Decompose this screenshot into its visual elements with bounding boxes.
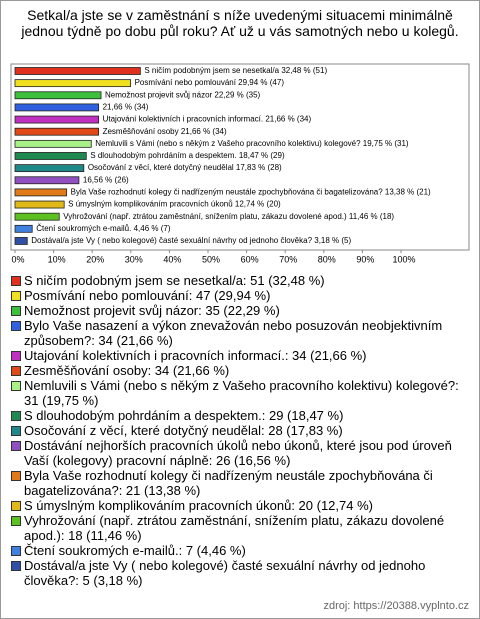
- bar: [14, 79, 131, 88]
- bar-label: Dostával/a jste Vy ( nebo kolegové) čast…: [31, 236, 351, 245]
- legend-item: Nemluvili s Vámi (nebo s někým z Vašeho …: [11, 378, 473, 408]
- legend-swatch: [11, 426, 21, 436]
- bar-label: Osočování z věcí, které dotyčný neudělal…: [88, 163, 282, 172]
- bar: [14, 91, 102, 100]
- bar-label: S ničím podobným jsem se nesetkal/a 32,4…: [144, 66, 327, 75]
- legend-swatch: [11, 471, 21, 481]
- legend-swatch: [11, 366, 21, 376]
- legend-item: Dostával/a jste Vy ( nebo kolegové) čast…: [11, 558, 473, 588]
- legend-item: Dostávání nejhorších pracovních úkolů ne…: [11, 438, 473, 468]
- legend-swatch: [11, 291, 21, 301]
- legend-label: Nemluvili s Vámi (nebo s někým z Vašeho …: [24, 378, 459, 408]
- x-tick-label: 10%: [48, 254, 66, 264]
- legend-item: S dlouhodobým pohrdáním a despektem.: 29…: [11, 408, 473, 423]
- legend-label: Nemožnost projevit svůj názor: 35 (22,29…: [24, 303, 280, 318]
- legend-swatch: [11, 411, 21, 421]
- legend-item: Bylo Vaše nasazení a výkon znevažován ne…: [11, 318, 473, 348]
- bar-label: Byla Vaše rozhodnutí kolegy či nadřízený…: [71, 188, 431, 197]
- legend-item: Osočování z věcí, které dotyčný neudělal…: [11, 423, 473, 438]
- bar: [14, 212, 60, 221]
- legend-item: Nemožnost projevit svůj názor: 35 (22,29…: [11, 303, 473, 318]
- bar: [14, 139, 92, 148]
- x-tick-label: 70%: [279, 254, 297, 264]
- legend-item: Vyhrožování (např. ztrátou zaměstnání, s…: [11, 513, 473, 543]
- bar: [14, 127, 100, 136]
- x-tick-label: 80%: [318, 254, 336, 264]
- bar: [14, 237, 28, 245]
- legend-swatch: [11, 516, 21, 526]
- bar-label: Zesměšňování osoby 21,66 % (34): [103, 127, 227, 136]
- legend-swatch: [11, 441, 21, 451]
- x-tick-label: 20%: [86, 254, 104, 264]
- legend-label: Dostávání nejhorších pracovních úkolů ne…: [24, 438, 452, 468]
- bar: [14, 115, 100, 124]
- bar-label: Vyhrožování (např. ztrátou zaměstnání, s…: [63, 212, 394, 221]
- bar-label: S dlouhodobým pohrdáním a despektem. 18,…: [90, 151, 285, 160]
- legend-swatch: [11, 321, 21, 331]
- legend-item: S ničím podobným jsem se nesetkal/a: 51 …: [11, 273, 473, 288]
- legend-swatch: [11, 381, 21, 391]
- legend-swatch: [11, 546, 21, 556]
- legend: S ničím podobným jsem se nesetkal/a: 51 …: [11, 273, 473, 588]
- bar: [14, 224, 33, 233]
- x-tick-label: 50%: [202, 254, 220, 264]
- legend-item: S úmyslným komplikováním pracovních úkon…: [11, 498, 473, 513]
- bar: [14, 152, 87, 160]
- bar-label: Nemluvili s Vámi (nebo s někým z Vašeho …: [95, 139, 409, 148]
- legend-label: Osočování z věcí, které dotyčný neudělal…: [24, 423, 343, 438]
- x-tick-label: 90%: [356, 254, 374, 264]
- legend-label: Dostával/a jste Vy ( nebo kolegové) čast…: [24, 558, 426, 588]
- legend-swatch: [11, 501, 21, 511]
- legend-item: Posmívání nebo pomlouvání: 47 (29,94 %): [11, 288, 473, 303]
- legend-item: Zesměšňování osoby: 34 (21,66 %): [11, 363, 473, 378]
- x-tick-label: 100%: [392, 254, 415, 264]
- bar-label: 16,56 % (26): [83, 175, 129, 184]
- bar-label: Nemožnost projevit svůj názor 22,29 % (3…: [105, 90, 261, 99]
- x-tick-label: 60%: [241, 254, 259, 264]
- bar: [14, 164, 85, 173]
- legend-label: Bylo Vaše nasazení a výkon znevažován ne…: [24, 318, 443, 348]
- bar: [14, 103, 100, 112]
- bar-label: Utajování kolektivních i pracovních info…: [103, 115, 312, 124]
- legend-swatch: [11, 351, 21, 361]
- legend-label: S dlouhodobým pohrdáním a despektem.: 29…: [24, 408, 344, 423]
- bar-label: Čtení soukromých e-mailů. 4,46 % (7): [36, 224, 171, 233]
- bar: [14, 200, 65, 209]
- legend-item: Utajování kolektivních i pracovních info…: [11, 348, 473, 363]
- legend-label: Čtení soukromých e-mailů.: 7 (4,46 %): [24, 543, 246, 558]
- legend-label: Zesměšňování osoby: 34 (21,66 %): [24, 363, 230, 378]
- legend-label: Posmívání nebo pomlouvání: 47 (29,94 %): [24, 288, 271, 303]
- legend-label: Vyhrožování (např. ztrátou zaměstnání, s…: [24, 513, 445, 543]
- legend-label: S úmyslným komplikováním pracovních úkon…: [24, 498, 373, 513]
- bar-label: S úmyslným komplikováním pracovních úkon…: [68, 200, 281, 209]
- legend-item: Byla Vaše rozhodnutí kolegy či nadřízený…: [11, 468, 473, 498]
- x-tick-label: 0%: [11, 254, 24, 264]
- legend-item: Čtení soukromých e-mailů.: 7 (4,46 %): [11, 543, 473, 558]
- x-tick-label: 40%: [163, 254, 181, 264]
- chart-title: Setkal/a jste se v zaměstnání s níže uve…: [21, 7, 459, 39]
- bar: [14, 67, 141, 75]
- plot-frame: [10, 63, 470, 251]
- legend-swatch: [11, 276, 21, 286]
- source: zdroj: https://20388.vyplnto.cz: [323, 600, 469, 612]
- bar-label: Posmívání nebo pomlouvání 29,94 % (47): [135, 78, 285, 87]
- legend-swatch: [11, 306, 21, 316]
- legend-label: Byla Vaše rozhodnutí kolegy či nadřízený…: [24, 468, 433, 498]
- legend-swatch: [11, 561, 21, 571]
- bar: [14, 188, 68, 197]
- bar-label: 21,66 % (34): [103, 103, 149, 112]
- legend-label: Utajování kolektivních i pracovních info…: [24, 348, 367, 363]
- bar: [14, 176, 80, 185]
- x-tick-label: 30%: [125, 254, 143, 264]
- legend-label: S ničím podobným jsem se nesetkal/a: 51 …: [24, 273, 325, 288]
